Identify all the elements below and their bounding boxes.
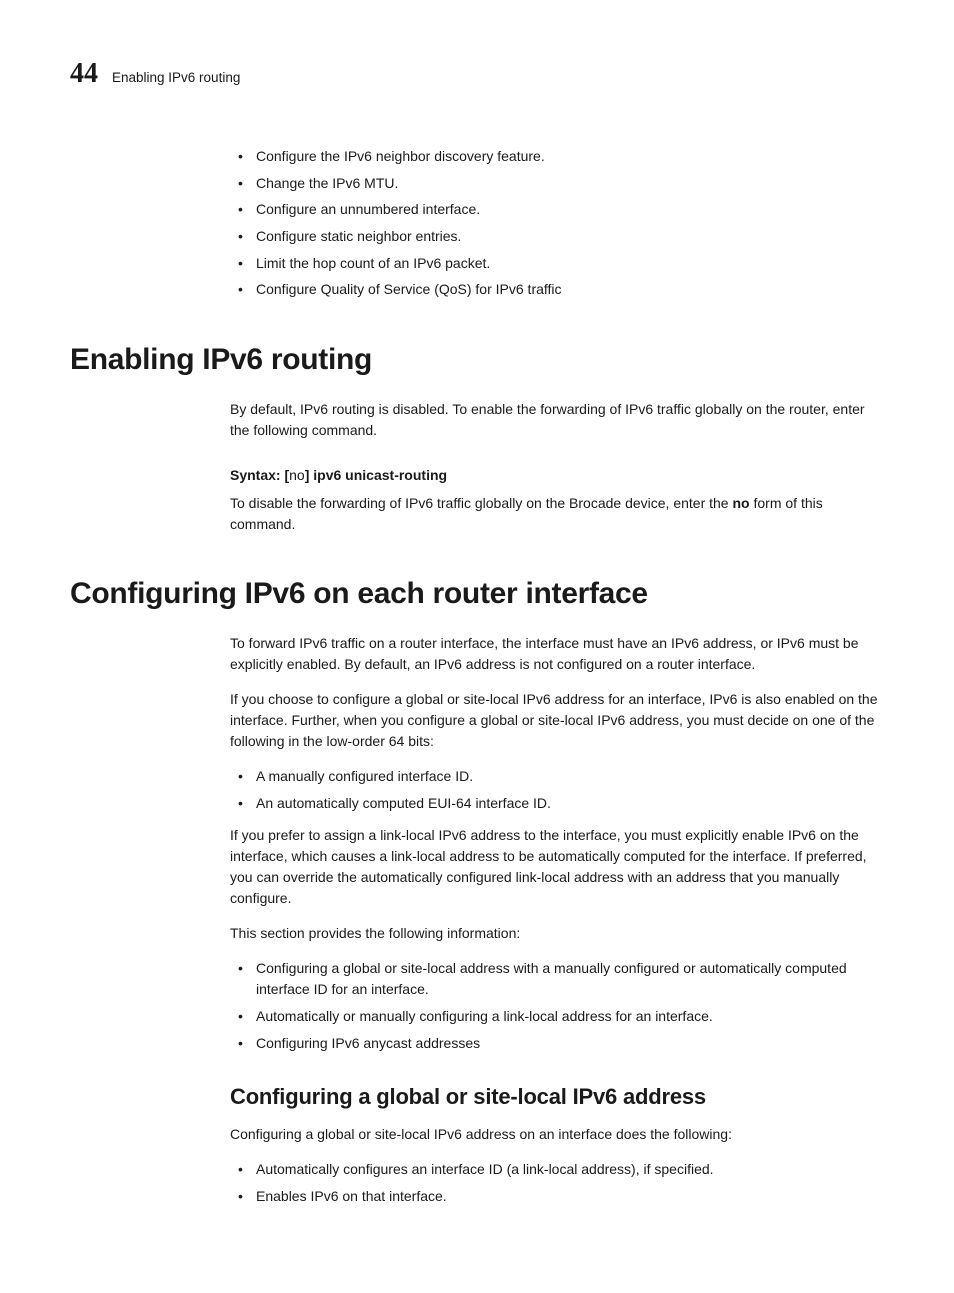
intro-bullet-list: Configure the IPv6 neighbor discovery fe… (230, 146, 884, 301)
bullet-list: Automatically configures an interface ID… (230, 1159, 884, 1207)
bold-keyword-no: no (732, 495, 749, 511)
section2-body: To forward IPv6 traffic on a router inte… (230, 633, 884, 1208)
paragraph: To disable the forwarding of IPv6 traffi… (230, 493, 884, 535)
paragraph: Configuring a global or site-local IPv6 … (230, 1124, 884, 1145)
list-item: Configure static neighbor entries. (256, 226, 884, 248)
chapter-number: 44 (70, 58, 98, 90)
list-item: An automatically computed EUI-64 interfa… (256, 793, 884, 815)
section-heading-configuring-ipv6: Configuring IPv6 on each router interfac… (70, 577, 884, 611)
syntax-no-keyword: [[no]no] (284, 467, 313, 483)
list-item: Automatically or manually configuring a … (256, 1006, 884, 1028)
list-item: Enables IPv6 on that interface. (256, 1186, 884, 1208)
syntax-command: ipv6 unicast-routing (313, 467, 447, 483)
running-header: 44 Enabling IPv6 routing (70, 58, 884, 90)
paragraph: If you choose to configure a global or s… (230, 689, 884, 752)
text-run: To disable the forwarding of IPv6 traffi… (230, 495, 732, 511)
syntax-line: Syntax: [[no]no] ipv6 unicast-routing (230, 467, 884, 483)
list-item: Limit the hop count of an IPv6 packet. (256, 253, 884, 275)
paragraph: This section provides the following info… (230, 923, 884, 944)
document-page: 44 Enabling IPv6 routing Configure the I… (0, 0, 954, 1293)
paragraph: If you prefer to assign a link-local IPv… (230, 825, 884, 909)
list-item: Configure Quality of Service (QoS) for I… (256, 279, 884, 301)
list-item: Configure the IPv6 neighbor discovery fe… (256, 146, 884, 168)
list-item: Configuring a global or site-local addre… (256, 958, 884, 1001)
chapter-title: Enabling IPv6 routing (112, 70, 240, 85)
paragraph: By default, IPv6 routing is disabled. To… (230, 399, 884, 441)
list-item: Configure an unnumbered interface. (256, 199, 884, 221)
list-item: Change the IPv6 MTU. (256, 173, 884, 195)
section1-body: By default, IPv6 routing is disabled. To… (230, 399, 884, 535)
section-heading-enabling-ipv6: Enabling IPv6 routing (70, 343, 884, 377)
bullet-list: Configuring a global or site-local addre… (230, 958, 884, 1055)
subsection-heading-global-sitelocal: Configuring a global or site-local IPv6 … (230, 1084, 884, 1110)
syntax-label: Syntax: (230, 467, 281, 483)
list-item: Configuring IPv6 anycast addresses (256, 1033, 884, 1055)
list-item: A manually configured interface ID. (256, 766, 884, 788)
paragraph: To forward IPv6 traffic on a router inte… (230, 633, 884, 675)
intro-bullet-block: Configure the IPv6 neighbor discovery fe… (230, 146, 884, 301)
list-item: Automatically configures an interface ID… (256, 1159, 884, 1181)
bullet-list: A manually configured interface ID. An a… (230, 766, 884, 814)
